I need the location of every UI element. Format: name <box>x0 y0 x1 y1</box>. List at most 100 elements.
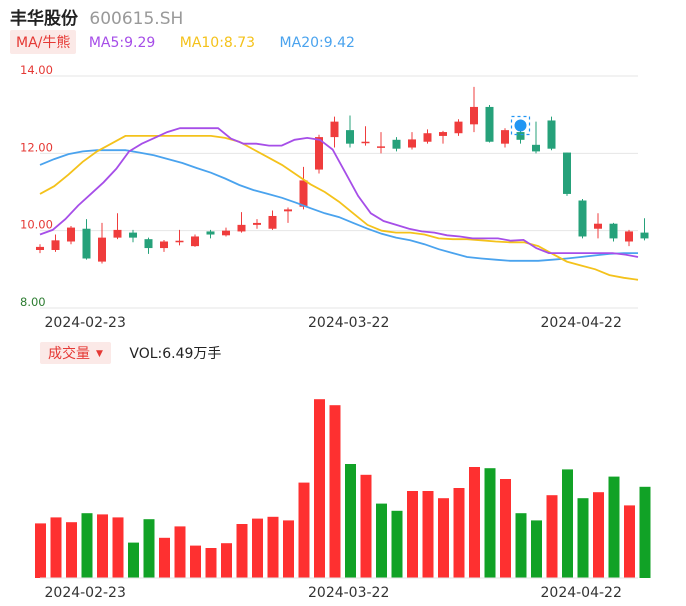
candle <box>51 234 60 252</box>
ma10-label: MA10:8.73 <box>179 35 256 51</box>
ma20-line <box>39 149 638 262</box>
volume-bar <box>593 492 604 578</box>
volume-bar <box>639 486 651 578</box>
volume-bar <box>391 510 403 578</box>
volume-bar <box>453 488 465 578</box>
candle <box>563 152 571 196</box>
candle <box>36 244 44 254</box>
candle-body <box>547 120 556 149</box>
stock-name: 丰华股份 <box>10 9 78 29</box>
candle <box>268 210 277 230</box>
candle <box>640 218 649 241</box>
candle-body <box>330 121 339 138</box>
candle-body <box>578 200 587 237</box>
marker-dot <box>514 119 527 132</box>
volume-bar <box>50 517 62 578</box>
volume-tag-label: 成交量 <box>48 346 90 362</box>
candle-body <box>206 231 215 235</box>
volume-bar <box>376 503 387 578</box>
volume-bar <box>407 491 418 578</box>
candle <box>423 129 432 144</box>
ma5-line <box>39 127 639 258</box>
candle <box>222 227 230 237</box>
candle-body <box>315 137 323 170</box>
candle <box>485 105 494 143</box>
candle-body <box>299 180 308 207</box>
volume-bar <box>608 476 620 578</box>
candle <box>160 239 168 252</box>
volume-bar <box>484 468 496 578</box>
candle-body <box>625 231 633 242</box>
candle <box>609 222 618 242</box>
volume-indicator-selector[interactable]: 成交量 ▼ <box>40 342 111 364</box>
ma5-label: MA5:9.29 <box>88 35 156 51</box>
candle <box>129 229 137 243</box>
ma-legend: MA/牛熊 MA5:9.29 MA10:8.73 MA20:9.42 <box>10 30 355 54</box>
volume-bar <box>469 467 480 578</box>
candle <box>408 132 416 150</box>
volume-bar <box>190 545 201 578</box>
y-tick-label: 12.00 <box>20 140 53 154</box>
volume-bar <box>360 474 372 578</box>
candle <box>315 134 323 174</box>
volume-bar <box>221 543 232 578</box>
candle <box>532 121 540 154</box>
candle-body <box>392 139 401 149</box>
volume-bar <box>236 524 248 578</box>
x-tick-label: 2024-03-22 <box>308 585 389 601</box>
candle-body <box>113 229 122 238</box>
candle-body <box>222 230 230 236</box>
candle <box>346 115 354 148</box>
candle-body <box>516 132 525 140</box>
marker-frame <box>510 115 531 136</box>
volume-bar <box>624 505 635 578</box>
candle-body <box>408 139 416 148</box>
candle <box>470 86 478 133</box>
candle <box>594 213 602 239</box>
volume-bar <box>515 513 527 578</box>
candle-body <box>485 106 494 142</box>
candle-body <box>82 228 91 259</box>
volume-bar <box>174 526 186 578</box>
dropdown-arrow-icon: ▼ <box>96 349 103 359</box>
candle-body <box>501 130 509 144</box>
volume-bar <box>500 479 511 578</box>
volume-bar <box>283 520 294 578</box>
candle-body <box>563 152 571 194</box>
volume-bar <box>252 518 263 578</box>
volume-bar <box>438 498 449 578</box>
x-tick-label: 2024-02-23 <box>45 585 126 601</box>
candle <box>547 116 556 151</box>
candle-body <box>454 121 463 134</box>
volume-bar <box>66 522 77 578</box>
candle <box>175 229 184 246</box>
candle <box>191 234 199 247</box>
candle-body <box>237 224 246 232</box>
volume-bar <box>128 542 139 578</box>
ma-indicator-selector[interactable]: MA/牛熊 <box>10 30 77 54</box>
volume-bar <box>314 399 325 578</box>
candle-body <box>160 241 168 249</box>
x-tick-label: 2024-02-23 <box>45 315 126 331</box>
volume-bar <box>546 495 558 578</box>
candle <box>67 226 75 245</box>
volume-bar <box>81 513 93 578</box>
candle-body <box>423 133 432 142</box>
candle <box>98 222 106 264</box>
volume-bar <box>329 405 341 578</box>
candle <box>284 207 292 223</box>
candle <box>82 219 91 260</box>
candle-body <box>98 237 106 262</box>
candle-body <box>377 146 385 148</box>
volume-bar <box>159 537 170 578</box>
candle <box>361 126 370 146</box>
candle-body <box>253 222 261 225</box>
candle <box>377 132 385 154</box>
candle <box>392 137 401 152</box>
candle <box>237 212 246 233</box>
volume-legend: 成交量 ▼ VOL:6.49万手 <box>40 342 221 364</box>
y-tick-label: 14.00 <box>20 63 53 77</box>
volume-bar <box>112 517 124 578</box>
candle <box>113 213 122 240</box>
